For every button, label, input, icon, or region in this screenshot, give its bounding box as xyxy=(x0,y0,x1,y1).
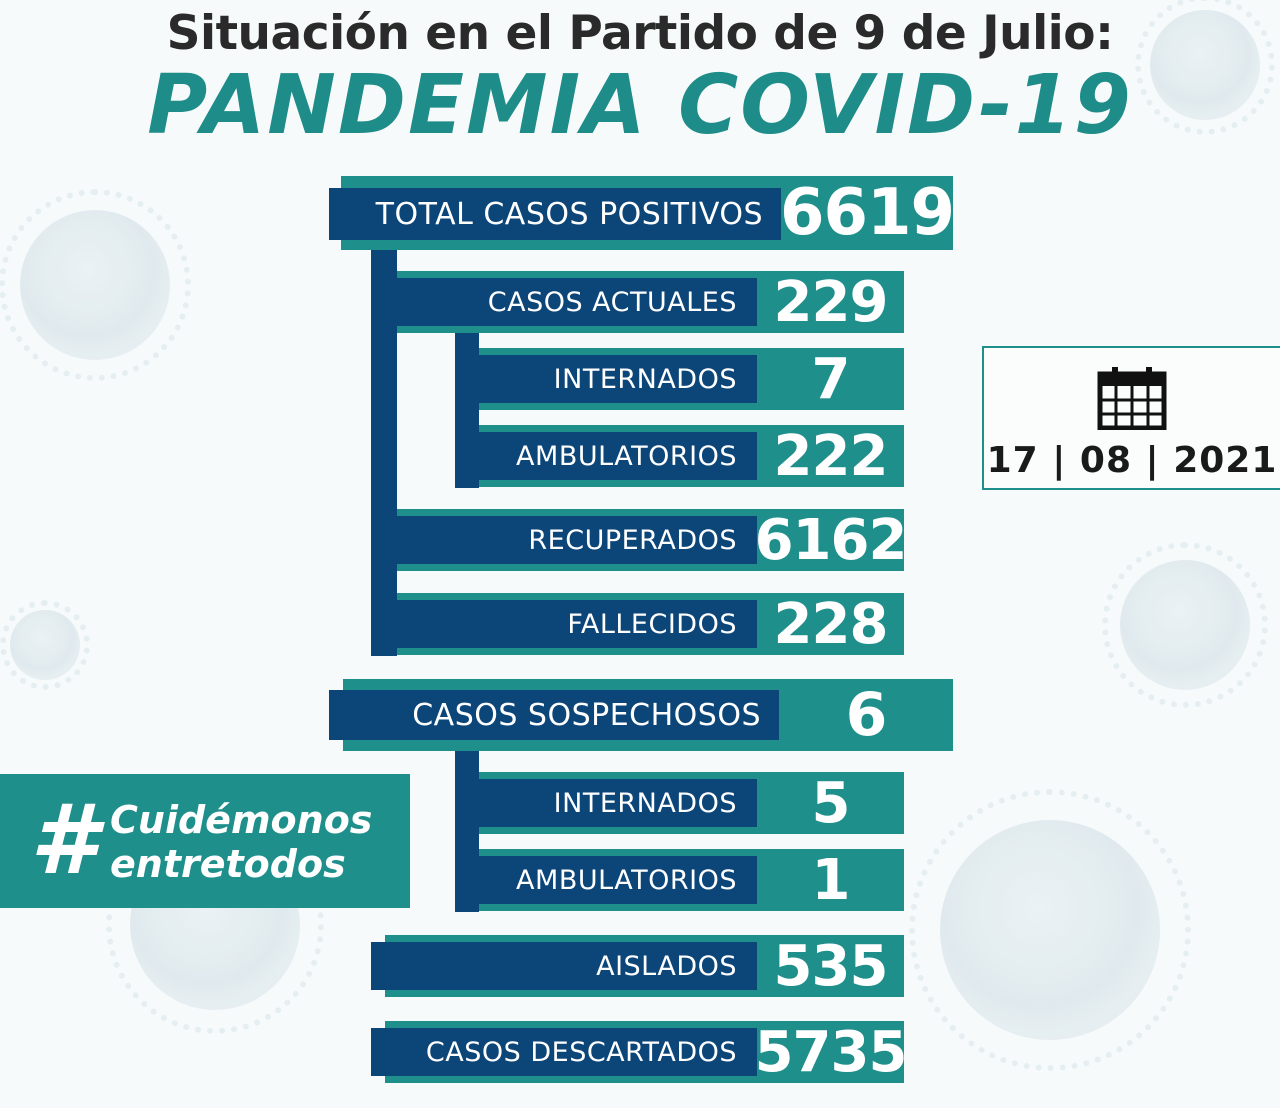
stat-label: AISLADOS xyxy=(371,942,757,990)
stat-value: 222 xyxy=(773,423,889,489)
stat-label: TOTAL CASOS POSITIVOS xyxy=(329,188,781,240)
connector-line xyxy=(371,238,397,656)
calendar-icon xyxy=(1097,367,1167,430)
connector-line xyxy=(455,740,479,912)
stat-value: 229 xyxy=(773,269,889,335)
date-panel: 17 | 08 | 2021 xyxy=(982,346,1280,490)
virus-decoration xyxy=(1101,541,1269,709)
hashtag-line2: entretodos xyxy=(110,842,346,886)
hashtag-line1: Cuidémonos xyxy=(110,798,373,842)
stat-value: 1 xyxy=(811,847,851,913)
stat-value: 6619 xyxy=(779,176,955,250)
stat-label: INTERNADOS xyxy=(479,779,757,827)
stat-value: 5735 xyxy=(754,1019,908,1085)
stat-label: RECUPERADOS xyxy=(397,516,757,564)
stat-label: AMBULATORIOS xyxy=(479,432,757,480)
page-subtitle: Situación en el Partido de 9 de Julio: xyxy=(166,6,1114,61)
stat-label: CASOS SOSPECHOSOS xyxy=(329,690,779,740)
virus-decoration xyxy=(909,789,1191,1071)
stat-label: CASOS DESCARTADOS xyxy=(371,1028,757,1076)
stat-label: FALLECIDOS xyxy=(397,600,757,648)
stat-value: 228 xyxy=(773,591,889,657)
stat-value: 7 xyxy=(811,346,851,412)
stat-value: 6 xyxy=(845,680,888,750)
stat-label: CASOS ACTUALES xyxy=(397,278,757,326)
virus-decoration xyxy=(1134,0,1276,136)
hashtag-symbol: # xyxy=(30,784,97,896)
stat-value: 5 xyxy=(811,770,851,836)
virus-decoration xyxy=(0,189,191,381)
date-text: 17 | 08 | 2021 xyxy=(986,440,1278,481)
hashtag-banner: # Cuidémonos entretodos xyxy=(0,774,410,908)
stat-label: AMBULATORIOS xyxy=(479,856,757,904)
stat-value: 6162 xyxy=(754,507,908,573)
stat-value: 535 xyxy=(773,933,889,999)
virus-decoration xyxy=(0,600,90,690)
stat-label: INTERNADOS xyxy=(479,355,757,403)
page-title: PANDEMIA COVID-19 xyxy=(147,58,1133,153)
connector-line xyxy=(455,322,479,488)
